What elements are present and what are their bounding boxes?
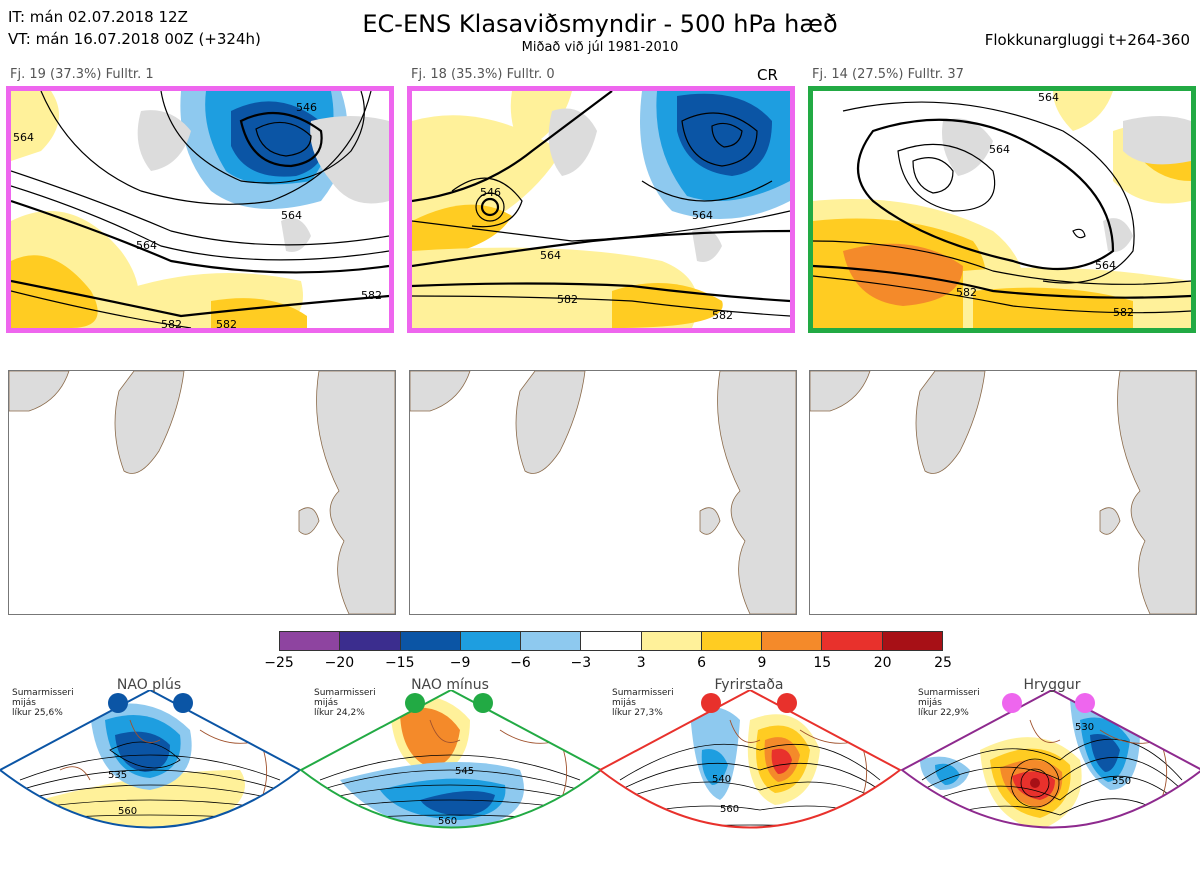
regime-name-ridge: Hryggur: [1023, 677, 1081, 693]
regime-info-nao-plus: Sumarmisseri mijás líkur 25,6%: [12, 688, 74, 718]
colorbar-cell: [340, 632, 401, 650]
issue-info: IT: mán 02.07.2018 12Z VT: mán 16.07.201…: [8, 6, 261, 50]
classification-window: Flokkunargluggi t+264-360: [984, 31, 1190, 49]
issue-time: IT: mán 02.07.2018 12Z: [8, 8, 188, 26]
page-title: EC-ENS Klasaviðsmyndir - 500 hPa hæð: [362, 10, 838, 38]
colorbar-tick-label: 3: [636, 655, 646, 671]
cluster-map-3[interactable]: 564 564 564 582 582: [808, 86, 1196, 333]
colorbar-tick-label: −15: [384, 655, 415, 671]
contour-label: 582: [956, 286, 977, 299]
colorbar-cell: [280, 632, 341, 650]
contour-label: 564: [540, 249, 561, 262]
contour-label: 530: [1075, 722, 1094, 733]
contour-label: 564: [989, 143, 1010, 156]
regime-dot: [405, 693, 425, 713]
contour-label: 546: [480, 186, 501, 199]
colorbar-tick-label: −20: [324, 655, 355, 671]
contour-label: 575: [448, 850, 467, 861]
colorbar-tick-label: 20: [873, 655, 892, 671]
regime-dot: [108, 693, 128, 713]
contour-label: 564: [692, 209, 713, 222]
contour-label: 582: [161, 318, 182, 328]
colorbar-cell: [641, 632, 702, 650]
colorbar-cell: [581, 632, 642, 650]
colorbar-cell: [521, 632, 582, 650]
regime-dot: [473, 693, 493, 713]
contour-label: 575: [735, 832, 754, 843]
colorbar-tick-label: 9: [757, 655, 767, 671]
contour-label: 564: [13, 131, 34, 144]
blank-map-1[interactable]: [8, 370, 396, 615]
regime-name-nao-plus: NAO plús: [116, 677, 182, 693]
cr-marker: CR: [757, 66, 778, 84]
contour-label: 575: [1085, 838, 1104, 849]
colorbar-tick-label: −6: [510, 655, 531, 671]
valid-time: VT: mán 16.07.2018 00Z (+324h): [8, 30, 261, 48]
colorbar-cell: [701, 632, 763, 650]
contour-label: 564: [1095, 259, 1116, 272]
regime-dot: [173, 693, 193, 713]
contour-label: 560: [438, 816, 457, 827]
contour-label: 560: [118, 806, 137, 817]
colorbar-cell: [822, 632, 883, 650]
regime-dot: [1075, 693, 1095, 713]
nao-plus-frame: [0, 690, 302, 829]
page-subtitle: Miðað við júl 1981-2010: [521, 40, 679, 55]
contour-label: 564: [136, 239, 157, 252]
colorbar-tick-label: −9: [449, 655, 471, 671]
regime-info-ridge: Sumarmisseri mijás líkur 22,9%: [918, 688, 980, 718]
contour-label: 582: [361, 289, 382, 302]
blank-map-2[interactable]: [409, 370, 797, 615]
regime-name-nao-minus: NAO mínus: [411, 677, 489, 693]
contour-label: 564: [281, 209, 302, 222]
colorbar-tick-label: −25: [264, 655, 294, 671]
regime-dot: [701, 693, 721, 713]
regime-dot: [1002, 693, 1022, 713]
contour-label: 582: [1113, 306, 1134, 319]
panel-3-label: Fj. 14 (27.5%) Fulltr. 37: [812, 67, 964, 82]
colorbar: [279, 631, 943, 651]
colorbar-cell: [882, 632, 942, 650]
nao-minus-frame: [299, 690, 603, 829]
contour-label: 550: [1112, 776, 1131, 787]
panel-2-label: Fj. 18 (35.3%) Fulltr. 0: [411, 67, 555, 82]
cluster-map-2[interactable]: 546 564 564 582 582: [407, 86, 795, 333]
contour-label: 535: [108, 770, 127, 781]
colorbar-cell: [460, 632, 522, 650]
regime-dot: [777, 693, 797, 713]
contour-label: 540: [712, 774, 731, 785]
contour-label: 582: [216, 318, 237, 328]
contour-label: 582: [557, 293, 578, 306]
colorbar-tick-label: 6: [697, 655, 706, 671]
contour-label: 560: [720, 804, 739, 815]
ridge-frame: [900, 690, 1200, 829]
colorbar-cell: [400, 632, 461, 650]
contour-label: 545: [455, 766, 474, 777]
contour-label: 582: [712, 309, 733, 322]
regime-info-blocking: Sumarmisseri mijás líkur 27,3%: [612, 688, 674, 718]
blocking-frame: [598, 690, 902, 829]
contour-label: 564: [1038, 91, 1059, 104]
colorbar-tick-label: −3: [570, 655, 592, 671]
colorbar-tick-label: 15: [813, 655, 832, 671]
panel-1-label: Fj. 19 (37.3%) Fulltr. 1: [10, 67, 154, 82]
contour-label: 546: [296, 101, 317, 114]
regime-maps: 535 560 545 560 575: [0, 690, 1200, 861]
regime-info-nao-minus: Sumarmisseri mijás líkur 24,2%: [314, 688, 376, 718]
colorbar-cell: [762, 632, 823, 650]
regime-name-blocking: Fyrirstaða: [714, 677, 784, 693]
cluster-map-1[interactable]: 546 564 564 564 582 582 582: [6, 86, 394, 333]
colorbar-tick-label: 25: [934, 655, 952, 671]
blank-map-3[interactable]: [809, 370, 1197, 615]
